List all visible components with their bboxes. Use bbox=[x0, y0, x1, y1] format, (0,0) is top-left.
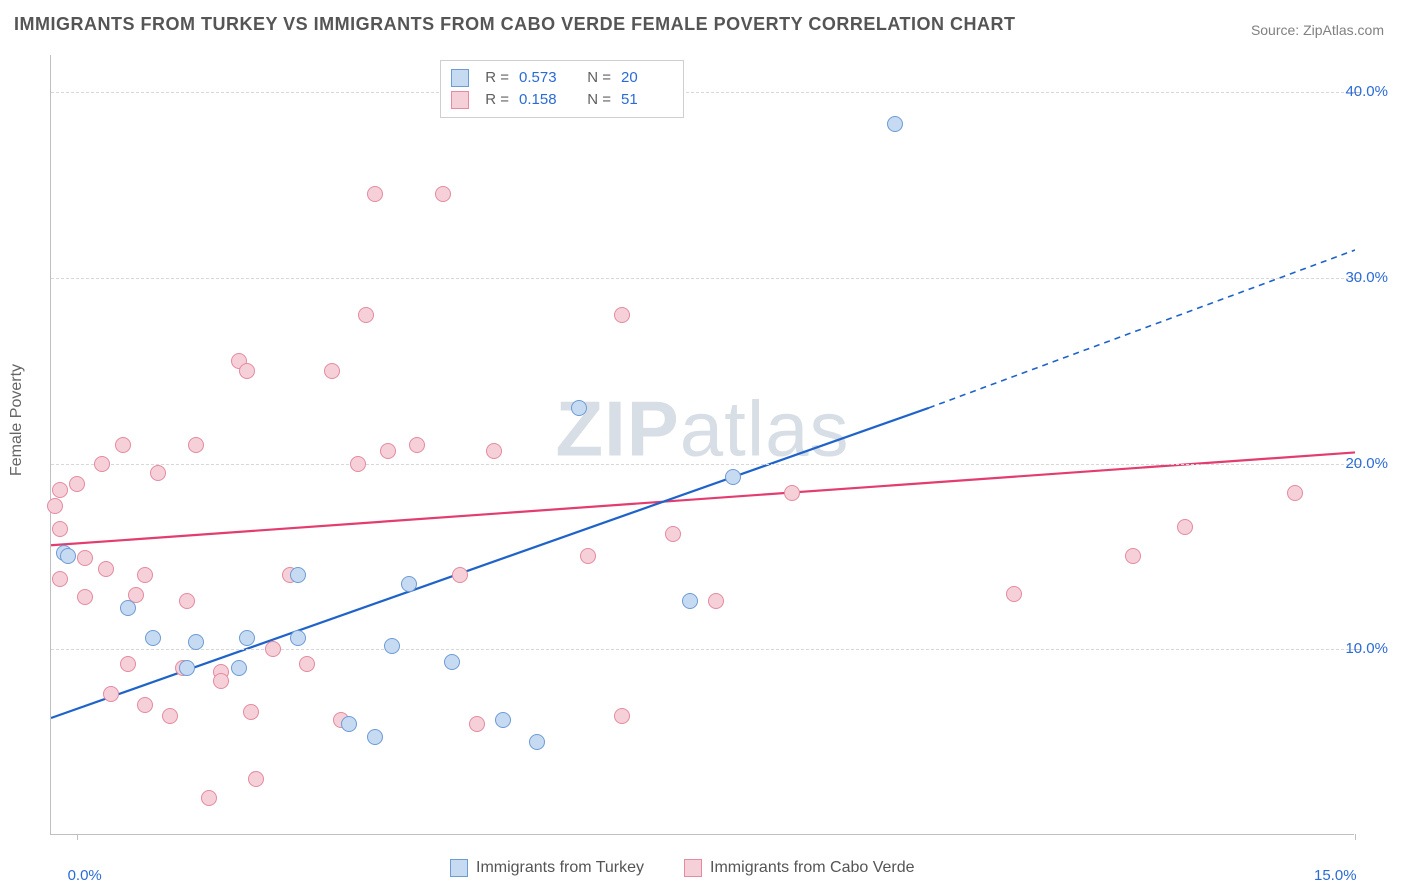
x-tick-label: 0.0% bbox=[68, 867, 102, 884]
legend-swatch bbox=[451, 91, 469, 109]
r-label: R = bbox=[479, 67, 509, 89]
point-cabo bbox=[120, 656, 136, 672]
point-turkey bbox=[188, 634, 204, 650]
trendline bbox=[929, 250, 1355, 408]
legend-stat-row: R = 0.573 N = 20 bbox=[451, 67, 673, 89]
legend-label: Immigrants from Cabo Verde bbox=[710, 859, 915, 877]
chart-title: IMMIGRANTS FROM TURKEY VS IMMIGRANTS FRO… bbox=[14, 14, 1016, 35]
n-value: 20 bbox=[621, 67, 673, 89]
point-cabo bbox=[1006, 586, 1022, 602]
point-cabo bbox=[299, 656, 315, 672]
point-cabo bbox=[708, 593, 724, 609]
plot-area: ZIPatlas bbox=[50, 55, 1354, 835]
point-cabo bbox=[239, 363, 255, 379]
y-tick-label: 10.0% bbox=[1345, 640, 1388, 657]
point-turkey bbox=[887, 116, 903, 132]
point-turkey bbox=[341, 716, 357, 732]
x-tick-mark bbox=[77, 834, 78, 840]
legend-series: Immigrants from Turkey Immigrants from Ca… bbox=[430, 859, 935, 882]
trendline bbox=[51, 452, 1355, 545]
n-value: 51 bbox=[621, 89, 673, 111]
legend-stats: R = 0.573 N = 20 R = 0.158 N = 51 bbox=[440, 60, 684, 118]
n-label: N = bbox=[581, 67, 611, 89]
x-tick-label: 15.0% bbox=[1314, 867, 1357, 884]
point-cabo bbox=[614, 307, 630, 323]
gridline-h bbox=[51, 92, 1354, 93]
legend-label: Immigrants from Turkey bbox=[476, 859, 644, 877]
point-turkey bbox=[725, 469, 741, 485]
point-cabo bbox=[52, 521, 68, 537]
legend-swatch bbox=[684, 859, 702, 877]
chart-container: IMMIGRANTS FROM TURKEY VS IMMIGRANTS FRO… bbox=[0, 0, 1406, 892]
point-turkey bbox=[495, 712, 511, 728]
n-label: N = bbox=[581, 89, 611, 111]
point-cabo bbox=[52, 571, 68, 587]
point-cabo bbox=[94, 456, 110, 472]
point-turkey bbox=[367, 729, 383, 745]
y-tick-label: 30.0% bbox=[1345, 269, 1388, 286]
gridline-h bbox=[51, 649, 1354, 650]
source-prefix: Source: bbox=[1251, 22, 1303, 38]
point-cabo bbox=[137, 567, 153, 583]
y-axis-label: Female Poverty bbox=[8, 364, 26, 476]
r-value: 0.158 bbox=[519, 89, 571, 111]
y-tick-label: 40.0% bbox=[1345, 83, 1388, 100]
legend-stat-row: R = 0.158 N = 51 bbox=[451, 89, 673, 111]
point-cabo bbox=[350, 456, 366, 472]
legend-swatch bbox=[450, 859, 468, 877]
legend-item-turkey: Immigrants from Turkey bbox=[450, 859, 644, 877]
source-label: Source: ZipAtlas.com bbox=[1251, 22, 1384, 38]
point-cabo bbox=[380, 443, 396, 459]
point-turkey bbox=[384, 638, 400, 654]
point-cabo bbox=[265, 641, 281, 657]
x-tick-mark bbox=[1355, 834, 1356, 840]
gridline-h bbox=[51, 464, 1354, 465]
r-value: 0.573 bbox=[519, 67, 571, 89]
point-turkey bbox=[444, 654, 460, 670]
source-value: ZipAtlas.com bbox=[1303, 22, 1384, 38]
point-cabo bbox=[137, 697, 153, 713]
legend-swatch bbox=[451, 69, 469, 87]
point-cabo bbox=[103, 686, 119, 702]
point-cabo bbox=[69, 476, 85, 492]
gridline-h bbox=[51, 278, 1354, 279]
point-cabo bbox=[150, 465, 166, 481]
y-tick-label: 20.0% bbox=[1345, 455, 1388, 472]
r-label: R = bbox=[479, 89, 509, 111]
point-cabo bbox=[52, 482, 68, 498]
point-cabo bbox=[1177, 519, 1193, 535]
point-cabo bbox=[324, 363, 340, 379]
point-cabo bbox=[486, 443, 502, 459]
legend-item-cabo: Immigrants from Cabo Verde bbox=[684, 859, 915, 877]
point-cabo bbox=[248, 771, 264, 787]
point-turkey bbox=[529, 734, 545, 750]
point-turkey bbox=[231, 660, 247, 676]
point-cabo bbox=[452, 567, 468, 583]
point-cabo bbox=[469, 716, 485, 732]
point-cabo bbox=[201, 790, 217, 806]
point-cabo bbox=[188, 437, 204, 453]
